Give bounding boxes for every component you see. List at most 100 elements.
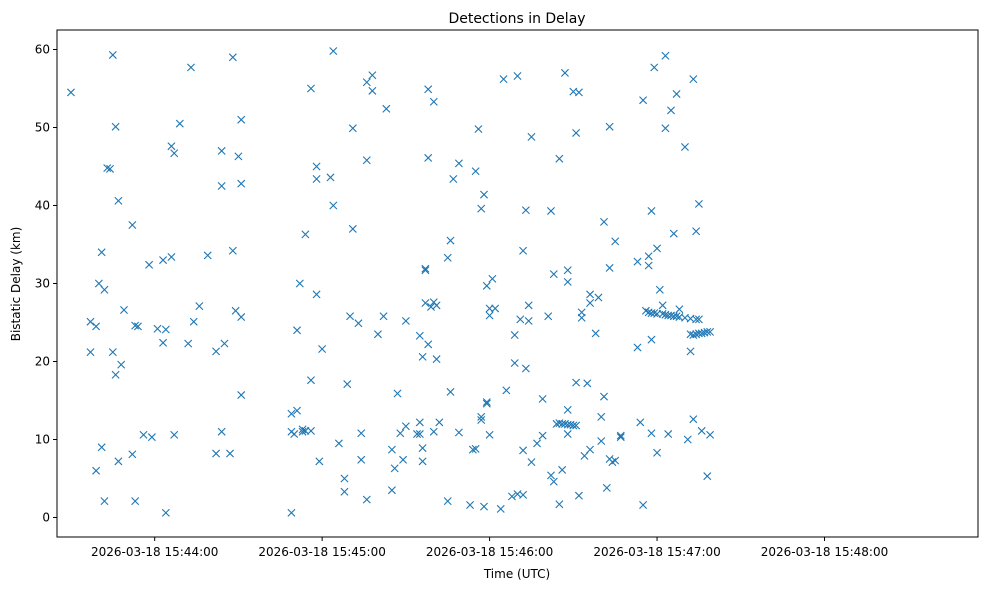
data-point <box>446 236 455 245</box>
data-point <box>100 497 109 506</box>
data-point <box>586 445 595 454</box>
data-point <box>558 465 567 474</box>
y-tick-label: 40 <box>35 199 50 213</box>
data-point <box>689 415 698 424</box>
data-point <box>519 446 528 455</box>
y-tick-label: 0 <box>42 511 50 525</box>
data-point <box>401 422 410 431</box>
data-point <box>131 497 140 506</box>
data-point <box>170 149 179 158</box>
data-point <box>586 290 595 299</box>
data-point <box>293 406 302 415</box>
data-point <box>639 501 648 510</box>
data-point <box>516 315 525 324</box>
x-tick-label: 2026-03-18 15:44:00 <box>91 545 218 559</box>
data-point <box>686 347 695 356</box>
data-point <box>217 427 226 436</box>
data-point <box>368 86 377 95</box>
data-point <box>555 154 564 163</box>
data-point <box>616 433 625 442</box>
data-point <box>549 270 558 279</box>
data-point <box>474 125 483 134</box>
data-point <box>415 430 424 439</box>
data-point <box>418 457 427 466</box>
data-point <box>689 75 698 84</box>
data-point <box>312 174 321 183</box>
data-point <box>527 132 536 141</box>
data-point <box>507 492 516 501</box>
data-point <box>429 427 438 436</box>
data-point <box>692 227 701 236</box>
data-point <box>413 430 422 439</box>
data-point <box>119 306 128 315</box>
data-point <box>228 246 237 255</box>
data-point <box>650 63 659 72</box>
data-point <box>664 430 673 439</box>
data-point <box>560 68 569 77</box>
data-point <box>295 279 304 288</box>
data-point <box>399 455 408 464</box>
data-point <box>432 355 441 364</box>
data-point <box>396 429 405 438</box>
data-point <box>329 47 338 56</box>
data-point <box>524 316 533 325</box>
data-point <box>633 257 642 266</box>
data-point <box>228 53 237 62</box>
data-point <box>521 364 530 373</box>
data-point <box>111 122 120 131</box>
data-point <box>533 439 542 448</box>
data-point <box>443 253 452 262</box>
data-point <box>390 464 399 473</box>
data-point <box>694 315 703 324</box>
data-point <box>549 477 558 486</box>
y-axis-title: Bistatic Delay (km) <box>9 227 23 342</box>
data-point <box>482 399 491 408</box>
data-point <box>153 324 162 333</box>
data-point <box>108 50 117 59</box>
x-tick-label: 2026-03-18 15:45:00 <box>258 545 385 559</box>
data-point <box>574 491 583 500</box>
data-point <box>597 412 606 421</box>
data-point <box>424 85 433 94</box>
data-point <box>184 339 193 348</box>
data-point <box>616 431 625 440</box>
data-point <box>538 431 547 440</box>
data-point <box>572 421 581 430</box>
data-point <box>466 501 475 510</box>
data-point <box>639 96 648 105</box>
data-point <box>418 352 427 361</box>
data-point <box>418 444 427 453</box>
data-point <box>348 124 357 133</box>
data-point <box>415 418 424 427</box>
data-point <box>680 143 689 151</box>
data-point <box>591 329 600 338</box>
data-point <box>703 472 712 481</box>
data-point <box>159 256 168 265</box>
data-point <box>306 376 315 385</box>
y-tick-label: 60 <box>35 43 50 57</box>
data-point <box>426 302 435 311</box>
data-point <box>315 457 324 466</box>
data-point <box>362 78 371 87</box>
data-point <box>195 302 204 311</box>
data-point <box>203 251 212 260</box>
data-point <box>647 206 656 215</box>
data-point <box>379 312 388 321</box>
data-point <box>86 317 95 326</box>
data-point <box>86 348 95 357</box>
data-point <box>312 290 321 299</box>
data-point <box>421 299 430 307</box>
data-point <box>611 237 620 246</box>
data-point <box>373 330 382 339</box>
data-point <box>633 343 642 352</box>
data-point <box>306 426 315 435</box>
data-point <box>128 221 137 229</box>
data-point <box>667 106 675 115</box>
data-point <box>449 174 458 183</box>
data-point <box>329 201 338 210</box>
data-point <box>382 104 391 113</box>
data-point <box>482 281 491 290</box>
data-point <box>527 458 536 467</box>
data-point <box>326 173 335 182</box>
